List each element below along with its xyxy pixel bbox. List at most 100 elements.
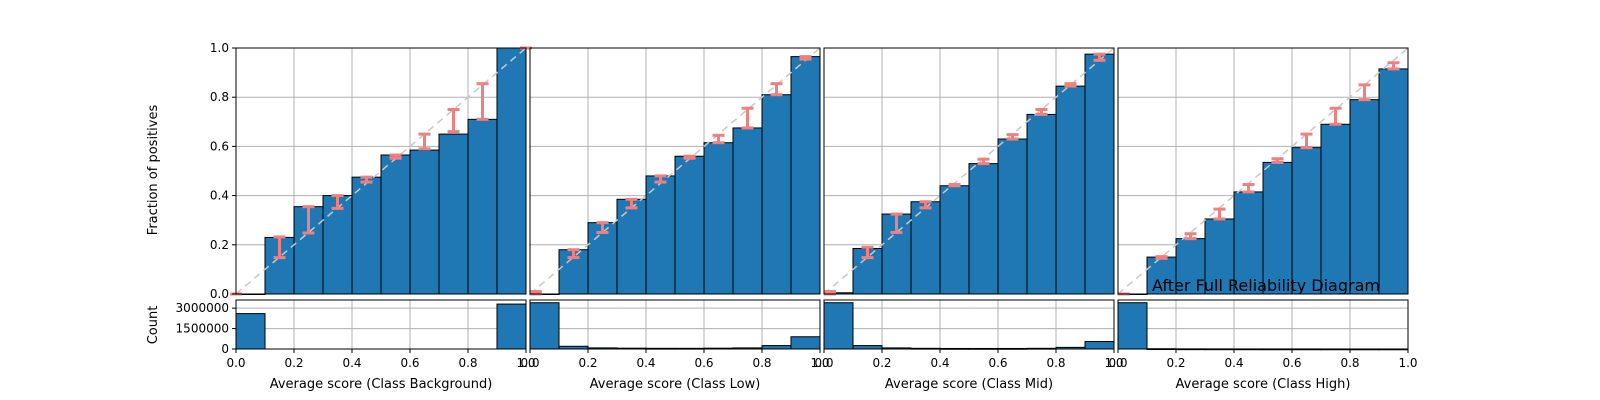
count-bar (496, 303, 527, 350)
error-bar (741, 106, 754, 130)
error-bar (625, 197, 638, 210)
axes-frame (823, 47, 1115, 295)
y-tick-label: 3000000 (176, 301, 229, 315)
error-bar (770, 82, 783, 97)
reliability-bar (1320, 123, 1351, 295)
reliability-bar (1262, 161, 1293, 295)
error-bar (1271, 157, 1284, 164)
count-bar (235, 313, 266, 350)
y-tick-label: 0 (221, 342, 229, 356)
x-tick-label: 1.0 (516, 356, 535, 370)
error-bar (1358, 83, 1371, 102)
reliability-bar (409, 149, 440, 295)
y-tick-label: 0.8 (210, 90, 229, 104)
error-bar (596, 221, 609, 234)
reliability-bar (732, 127, 763, 295)
reliability-panel-3 (823, 47, 1115, 296)
x-tick-label: 0.6 (988, 356, 1007, 370)
error-bar (654, 174, 667, 184)
x-tick-label: 0.4 (1224, 356, 1243, 370)
reliability-panel-4 (1117, 47, 1409, 296)
axes-frame (529, 47, 821, 295)
reliability-bar (1349, 99, 1380, 295)
error-bar (476, 82, 489, 121)
reliability-bar (587, 222, 618, 295)
error-bar (1300, 132, 1313, 150)
reliability-bar (761, 94, 792, 295)
axes-frame (1117, 47, 1409, 295)
x-axis-label: Average score (Class Background) (270, 377, 493, 392)
reliability-bar (1233, 191, 1264, 295)
error-bar (302, 205, 315, 235)
error-bar (948, 183, 961, 188)
x-tick-label: 1.0 (1104, 356, 1123, 370)
x-axis-label: Average score (Class Low) (590, 377, 761, 392)
reliability-bar (1055, 85, 1086, 295)
reliability-panel-2 (529, 47, 821, 296)
error-bar (418, 132, 431, 151)
count-bar (1084, 341, 1115, 350)
reliability-bar (645, 175, 676, 295)
error-bar (977, 157, 990, 166)
error-bar (919, 200, 932, 210)
x-tick-label: 0.0 (520, 356, 539, 370)
perfect-calibration-line (823, 47, 1115, 295)
x-axis-label: Average score (Class Mid) (885, 377, 1053, 392)
x-tick-label: 0.8 (458, 356, 477, 370)
error-bar (1213, 207, 1226, 221)
error-bar (389, 153, 402, 160)
error-bar (1184, 232, 1197, 241)
reliability-bar (1084, 53, 1115, 295)
error-bar (1035, 108, 1048, 116)
axes-frame (529, 299, 821, 350)
reliability-bar (997, 138, 1028, 295)
count-bar (852, 345, 883, 350)
figure-title: After Full Reliability Diagram (1152, 276, 1380, 295)
reliability-bar (438, 133, 469, 295)
panels: 0.0 0.2 0.4 0.6 0.8 1.0 0 1500000 3000000 0.0 0.2 0… (176, 41, 1418, 392)
error-bar (1155, 255, 1168, 260)
count-bar (1117, 302, 1148, 350)
x-tick-label: 0.4 (930, 356, 949, 370)
y-tick-label: 1.0 (210, 41, 229, 55)
error-bar (567, 248, 580, 260)
reliability-bar (1146, 256, 1177, 295)
reliability-bar (1175, 238, 1206, 295)
count-bar (790, 336, 821, 350)
error-bar (712, 133, 725, 145)
reliability-bar (322, 195, 353, 295)
reliability-bar (616, 198, 647, 295)
reliability-panel-1: 0.0 0.2 0.4 0.6 0.8 1.0 (210, 41, 532, 301)
axes-frame (235, 299, 527, 350)
y-tick-label: 0.0 (210, 287, 229, 301)
x-tick-label: 0.8 (752, 356, 771, 370)
count-panel-4: 0.0 0.2 0.4 0.6 0.8 1.0 Average score (Class H… (1108, 299, 1418, 392)
x-tick-label: 0.0 (814, 356, 833, 370)
error-bar (447, 108, 460, 134)
reliability-bar (380, 154, 411, 295)
reliability-bar (674, 155, 705, 295)
count-bar (761, 345, 792, 350)
x-tick-label: 0.2 (578, 356, 597, 370)
x-tick-label: 0.6 (694, 356, 713, 370)
error-bar (1064, 82, 1077, 88)
x-tick-label: 0.0 (1108, 356, 1127, 370)
count-panel-2: 0.0 0.2 0.4 0.6 0.8 1.0 Average score (Class L… (520, 299, 830, 392)
x-tick-label: 1.0 (1398, 356, 1417, 370)
x-tick-label: 0.6 (400, 356, 419, 370)
x-tick-label: 0.4 (636, 356, 655, 370)
axes-frame (1117, 299, 1409, 350)
reliability-bar (1378, 68, 1409, 295)
count-panel-3: 0.0 0.2 0.4 0.6 0.8 1.0 Average score (Class M… (814, 299, 1124, 392)
y-tick-label: 0.4 (210, 189, 229, 203)
perfect-calibration-line (235, 47, 527, 295)
y-tick-label: 1500000 (176, 322, 229, 336)
count-bar (529, 302, 560, 350)
error-bar (861, 245, 874, 260)
error-bar (360, 175, 373, 184)
axes-frame (823, 299, 1115, 350)
y-axis-label-count: Count (146, 306, 161, 345)
error-bar (683, 154, 696, 160)
x-tick-label: 0.8 (1046, 356, 1065, 370)
